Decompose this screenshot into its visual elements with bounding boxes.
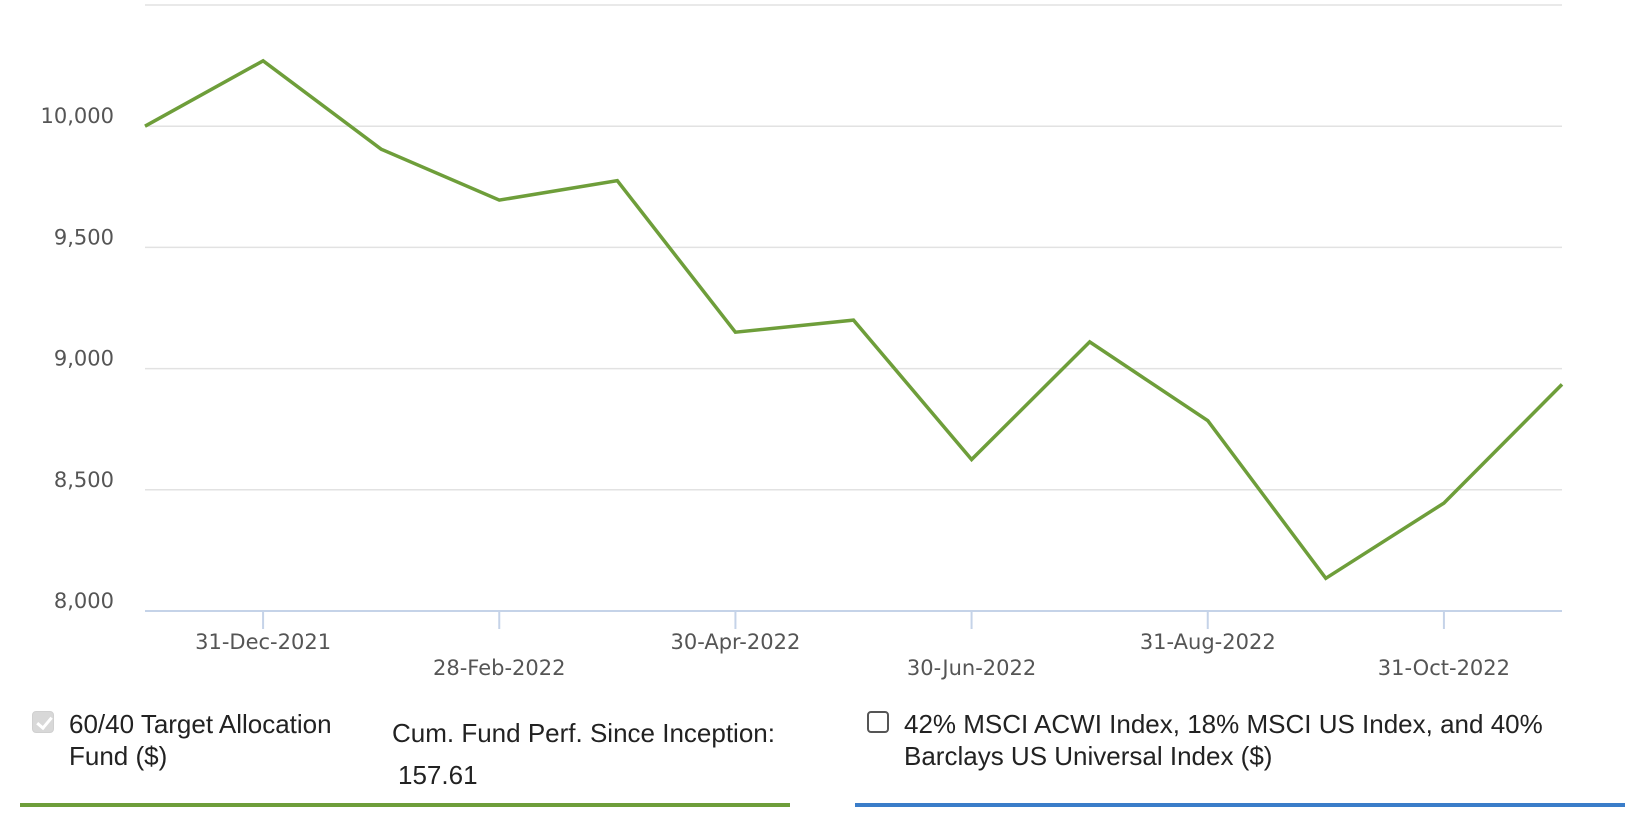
x-tick-label: 30-Apr-2022 bbox=[670, 630, 800, 654]
benchmark-legend-label: 42% MSCI ACWI Index, 18% MSCI US Index, … bbox=[904, 709, 1543, 771]
x-tick-label: 31-Aug-2022 bbox=[1140, 630, 1276, 654]
y-tick-label: 9,500 bbox=[54, 225, 114, 249]
fund-checkbox-icon[interactable] bbox=[32, 711, 54, 733]
y-tick-label: 8,500 bbox=[54, 468, 114, 492]
x-tick-label: 28-Feb-2022 bbox=[433, 656, 566, 680]
chart-axes: 8,000 8,500 9,000 9,500 10,000 31-Dec-2021 28-… bbox=[41, 104, 1562, 680]
y-tick-label: 9,000 bbox=[54, 347, 114, 371]
y-tick-label: 10,000 bbox=[41, 104, 114, 128]
x-tick-label: 31-Dec-2021 bbox=[195, 630, 331, 654]
cumulative-performance: Cum. Fund Perf. Since Inception: 157.61 bbox=[392, 712, 782, 796]
cumulative-performance-value: 157.61 bbox=[398, 760, 478, 790]
benchmark-checkbox-icon[interactable] bbox=[867, 711, 889, 733]
cumulative-performance-label: Cum. Fund Perf. Since Inception: bbox=[392, 718, 775, 748]
benchmark-series-underline bbox=[855, 803, 1625, 807]
x-tick-label: 31-Oct-2022 bbox=[1378, 656, 1510, 680]
chart-gridlines bbox=[145, 4, 1562, 491]
y-tick-label: 8,000 bbox=[54, 589, 114, 613]
fund-series-underline bbox=[20, 803, 790, 807]
performance-chart: 8,000 8,500 9,000 9,500 10,000 31-Dec-2021 28-… bbox=[41, 4, 1564, 680]
x-tick-label: 30-Jun-2022 bbox=[907, 656, 1036, 680]
series-line-0 bbox=[144, 58, 1564, 581]
legend-item-benchmark[interactable]: 42% MSCI ACWI Index, 18% MSCI US Index, … bbox=[855, 708, 1625, 808]
chart-series bbox=[144, 58, 1564, 581]
fund-legend-label: 60/40 Target Allocation Fund ($) bbox=[69, 709, 332, 771]
legend-item-fund[interactable]: 60/40 Target Allocation Fund ($) Cum. Fu… bbox=[20, 708, 790, 808]
